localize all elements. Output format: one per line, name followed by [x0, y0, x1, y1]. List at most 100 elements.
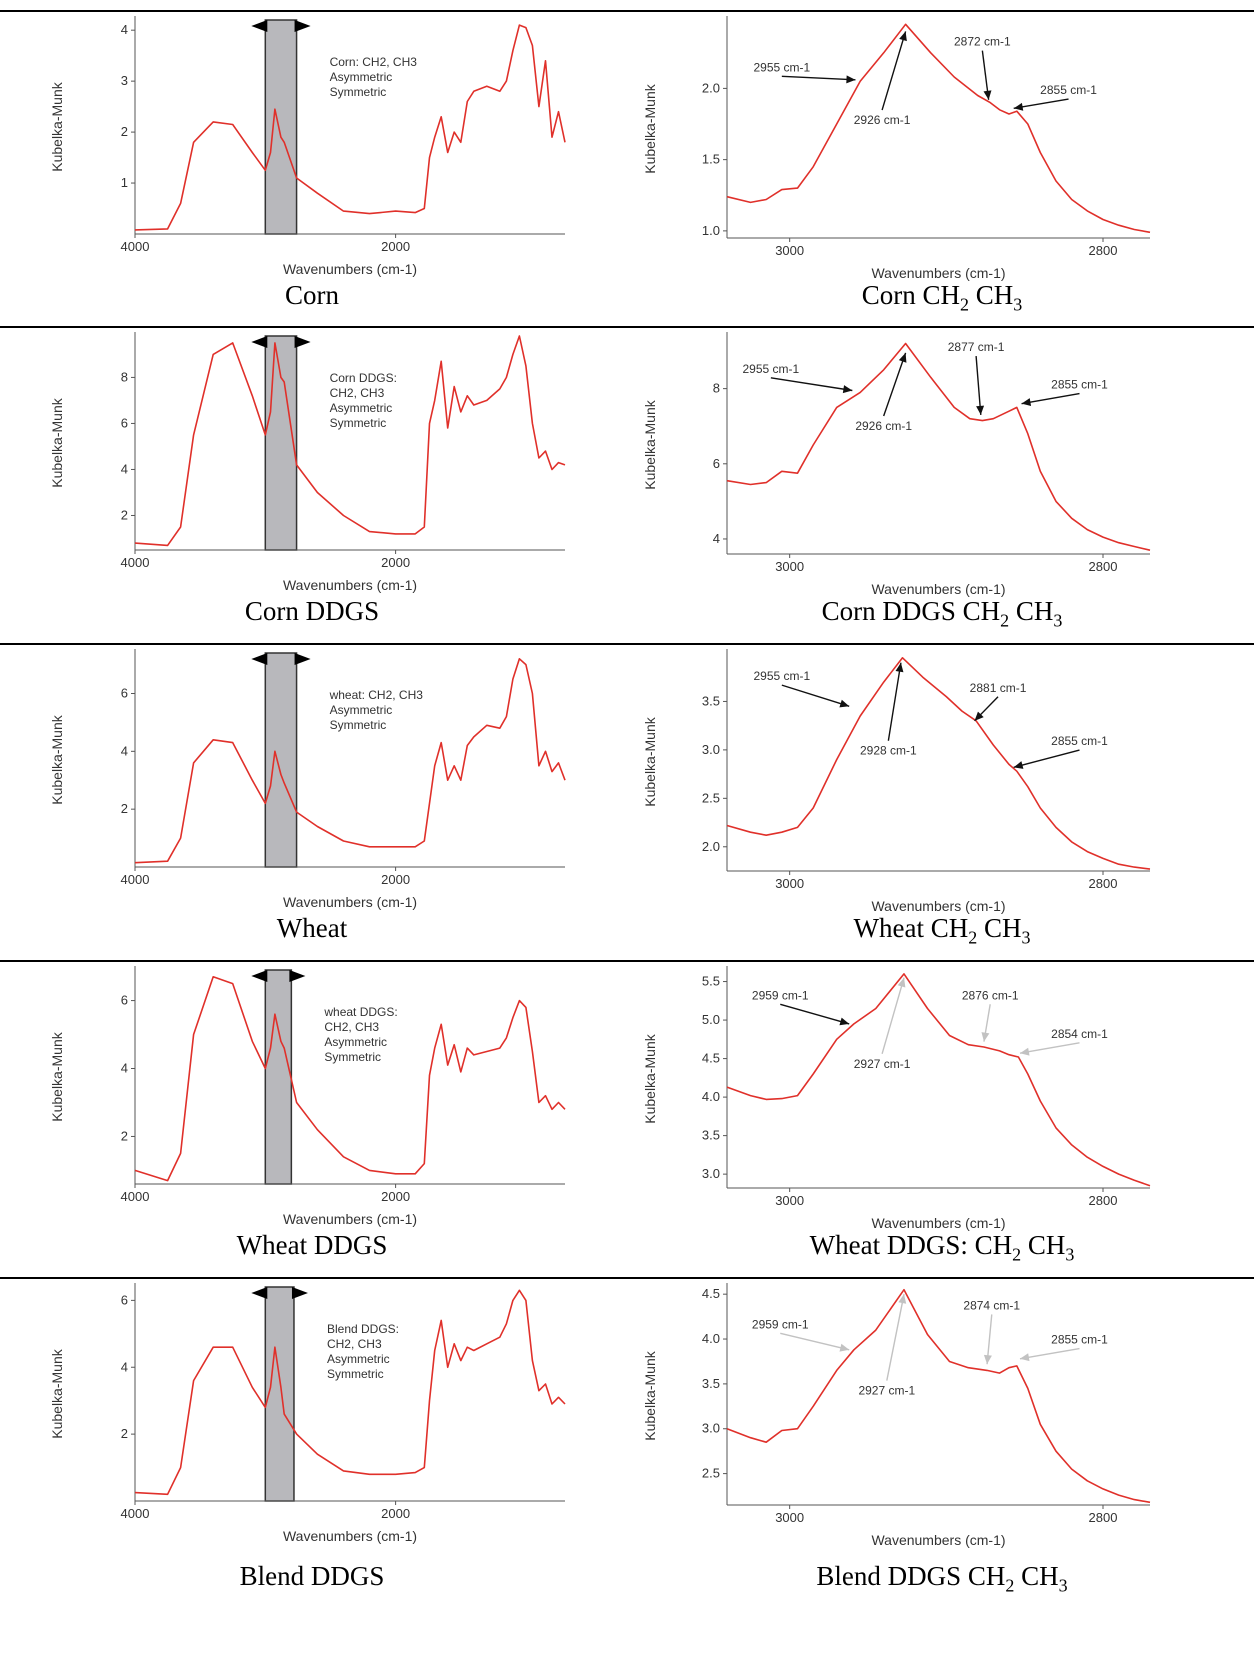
band-arrow-right-icon	[294, 336, 311, 348]
y-tick-label: 5.0	[702, 1012, 720, 1027]
x-axis-label: Wavenumbers (cm-1)	[871, 265, 1005, 281]
y-tick-label: 1.0	[702, 223, 720, 238]
peak-annotation-label: 2955 cm-1	[753, 60, 810, 74]
peak-annotation-arrow	[1013, 749, 1080, 769]
chart-panel-wheat-ch: 2.0 2.5 3.0 3.5 3000 2800 Wavenumbers (cm-1) Ku…	[630, 645, 1254, 955]
peak-annotation-label: 2926 cm-1	[854, 113, 911, 127]
peak-annotation-arrow	[883, 352, 907, 417]
caption-formula: CH	[977, 913, 1022, 943]
caption-subscript: 3	[1013, 294, 1023, 315]
row-divider	[0, 1277, 1254, 1279]
peak-annotation-label: 2927 cm-1	[858, 1384, 915, 1398]
caption-formula: CH	[922, 280, 960, 310]
caption-subscript: 2	[1005, 1575, 1015, 1596]
row-divider	[0, 10, 1254, 12]
x-tick-label: 2800	[1089, 876, 1118, 891]
y-tick-label: 3.0	[702, 1166, 720, 1181]
spectrum-line	[726, 23, 1151, 234]
y-axis-label: Kubelka-Munk	[642, 716, 658, 806]
arrowhead-icon	[899, 31, 907, 42]
peak-annotation-label: 2855 cm-1	[1040, 83, 1097, 97]
arrowhead-icon	[983, 1354, 992, 1365]
chart-caption: Wheat DDGS: CH2 CH3	[630, 1230, 1254, 1265]
caption-formula: CH	[969, 280, 1014, 310]
x-tick-label: 2800	[1089, 559, 1118, 574]
x-axis-label: Wavenumbers (cm-1)	[283, 1211, 417, 1227]
band-note-text: Symmetric	[330, 416, 387, 430]
peak-annotation-arrow	[1021, 392, 1080, 405]
band-note-text: Corn: CH2, CH3	[330, 55, 418, 69]
chart-caption: Corn DDGS CH2 CH3	[630, 596, 1254, 631]
ch-band-highlight	[264, 652, 298, 868]
chart-panel-wheat: 2 4 6 4000 2000 Wavenumbers (cm-1) Kubelka-Mun…	[0, 645, 624, 955]
x-axis-label: Wavenumbers (cm-1)	[283, 894, 417, 910]
band-arrow-left-icon	[251, 1287, 268, 1299]
band-note-text: CH2, CH3	[330, 386, 385, 400]
peak-annotation-arrow	[881, 31, 907, 111]
y-tick-label: 6	[713, 456, 720, 471]
caption-text: Blend DDGS	[816, 1561, 962, 1591]
peak-annotation-label: 2874 cm-1	[963, 1298, 1020, 1312]
arrowhead-icon	[839, 1017, 850, 1026]
peak-annotation-arrow	[781, 684, 850, 707]
y-tick-label: 3.5	[702, 1128, 720, 1143]
spectrum-line	[726, 973, 1151, 1187]
caption-text: Corn DDGS	[244, 596, 380, 626]
y-axis-label: Kubelka-Munk	[49, 1348, 65, 1438]
peak-annotation-arrow	[781, 75, 856, 81]
arrowhead-icon	[898, 352, 907, 363]
y-axis-label: Kubelka-Munk	[642, 399, 658, 489]
y-tick-label: 2	[121, 1426, 128, 1441]
ch-band-highlight	[264, 335, 298, 551]
x-tick-label: 4000	[121, 555, 150, 570]
peak-annotation-arrow	[1019, 1042, 1080, 1054]
band-arrow-left-icon	[251, 970, 268, 982]
peak-annotation-arrow	[780, 1003, 850, 1025]
row-divider	[0, 326, 1254, 328]
y-tick-label: 6	[121, 993, 128, 1008]
band-arrow-right-icon	[289, 970, 306, 982]
row-divider	[0, 960, 1254, 962]
chart-caption: Blend DDGS CH2 CH3	[630, 1561, 1254, 1596]
y-tick-label: 6	[121, 1292, 128, 1307]
chart-panel-blend-ddgs-ch: 2.5 3.0 3.5 4.0 4.5 3000 2800 Wavenumbers (cm-1…	[630, 1279, 1254, 1595]
chart-caption: Wheat CH2 CH3	[630, 913, 1254, 948]
arrowhead-icon	[1013, 102, 1024, 111]
spectrum-line	[134, 976, 566, 1182]
x-axis-label: Wavenumbers (cm-1)	[871, 1532, 1005, 1548]
band-note-text: Asymmetric	[330, 703, 393, 717]
x-tick-label: 3000	[775, 1193, 804, 1208]
caption-subscript: 2	[960, 294, 969, 315]
ch-band-highlight	[264, 1286, 295, 1502]
band-note-text: wheat: CH2, CH3	[329, 688, 424, 702]
peak-annotation-arrow	[1019, 1347, 1080, 1360]
x-axis-label: Wavenumbers (cm-1)	[871, 898, 1005, 914]
x-tick-label: 2000	[381, 1506, 410, 1521]
chart-panel-blend-ddgs: 2 4 6 4000 2000 Wavenumbers (cm-1) Kubelka-Mun…	[0, 1279, 624, 1591]
y-tick-label: 4	[121, 1061, 128, 1076]
y-tick-label: 5.5	[702, 974, 720, 989]
arrowhead-icon	[1021, 398, 1032, 407]
caption-subscript: 3	[1065, 1244, 1075, 1265]
chart-panel-corn-ch: 1.0 1.5 2.0 3000 2800 Wavenumbers (cm-1) Kubel…	[630, 12, 1254, 322]
y-tick-label: 6	[121, 685, 128, 700]
arrowhead-icon	[1013, 761, 1024, 769]
peak-annotation-label: 2926 cm-1	[855, 419, 912, 433]
x-axis-label: Wavenumbers (cm-1)	[871, 581, 1005, 597]
caption-formula: CH	[1021, 1230, 1066, 1260]
chart-svg: 4 6 8 3000 2800 Wavenumbers (cm-1) Kubelka-Mun…	[642, 332, 1151, 597]
chart-panel-wheat-ddgs: 2 4 6 4000 2000 Wavenumbers (cm-1) Kubelka-Mun…	[0, 962, 624, 1272]
peak-annotation-arrow	[780, 1332, 850, 1351]
band-note-text: Symmetric	[330, 718, 387, 732]
arrowhead-icon	[974, 711, 984, 721]
y-tick-label: 2.0	[702, 839, 720, 854]
caption-formula: CH	[1014, 1561, 1059, 1591]
x-tick-label: 4000	[121, 1189, 150, 1204]
row-divider	[0, 643, 1254, 645]
y-tick-label: 2	[121, 124, 128, 139]
caption-subscript: 2	[968, 927, 978, 948]
ch-band-highlight	[264, 969, 293, 1185]
chart-svg: 2 4 6 4000 2000 Wavenumbers (cm-1) Kubelka-Mun…	[49, 649, 566, 910]
spectrum-line	[726, 657, 1151, 870]
